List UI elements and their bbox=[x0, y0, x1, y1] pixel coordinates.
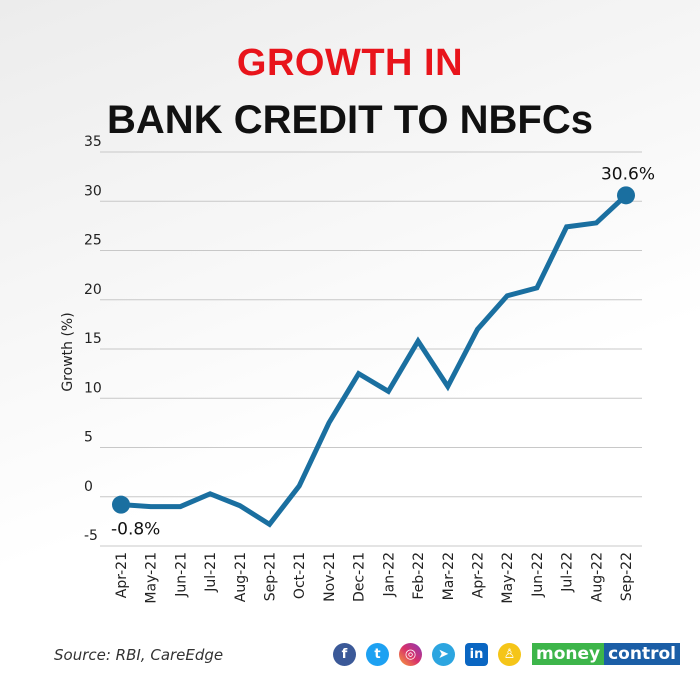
moneycontrol-logo: money control bbox=[532, 643, 680, 665]
x-tick-label: Feb-22 bbox=[411, 552, 427, 600]
logo-part-money: money bbox=[532, 643, 605, 665]
facebook-icon[interactable]: f bbox=[333, 643, 356, 666]
x-tick-label: Apr-21 bbox=[114, 552, 130, 598]
x-tick-label: Aug-22 bbox=[589, 552, 605, 602]
data-label: -0.8% bbox=[111, 520, 160, 540]
twitter-icon[interactable]: t bbox=[366, 643, 389, 666]
y-tick-label: 0 bbox=[84, 479, 93, 495]
y-axis-label: Growth (%) bbox=[60, 312, 76, 391]
x-tick-label: Jul-21 bbox=[203, 552, 219, 593]
source-note: Source: RBI, CareEdge bbox=[54, 646, 224, 664]
x-tick-label: Jan-22 bbox=[381, 552, 397, 597]
x-tick-label: Oct-21 bbox=[292, 552, 308, 599]
x-tick-label: Apr-22 bbox=[470, 552, 486, 598]
x-tick-label: May-22 bbox=[500, 552, 516, 604]
x-tick-label: Sep-22 bbox=[619, 552, 635, 601]
title-line-1: GROWTH IN bbox=[236, 42, 464, 84]
series-line bbox=[120, 193, 628, 528]
y-tick-label: -5 bbox=[84, 528, 98, 544]
data-point-marker bbox=[617, 186, 635, 205]
y-tick-label: 5 bbox=[84, 430, 93, 446]
data-label: 30.6% bbox=[601, 164, 655, 184]
social-icons: f t ◎ ➤ in ♙ bbox=[333, 643, 521, 666]
x-tick-label: Jun-21 bbox=[173, 552, 189, 598]
x-tick-label: Sep-21 bbox=[263, 552, 279, 601]
linkedin-icon[interactable]: in bbox=[465, 643, 488, 666]
y-tick-label: 25 bbox=[84, 233, 102, 249]
x-tick-label: Mar-22 bbox=[441, 552, 457, 600]
title-line-2: BANK CREDIT TO NBFCs bbox=[107, 98, 593, 142]
data-point-marker bbox=[112, 495, 130, 514]
x-tick-label: Jul-22 bbox=[560, 552, 576, 593]
y-tick-label: 30 bbox=[84, 183, 102, 199]
logo-part-control: control bbox=[604, 643, 680, 665]
x-tick-label: Aug-21 bbox=[233, 552, 249, 602]
x-tick-label: Jun-22 bbox=[530, 552, 546, 598]
koo-icon[interactable]: ♙ bbox=[498, 643, 521, 666]
y-tick-label: 35 bbox=[84, 134, 102, 150]
x-tick-label: Nov-21 bbox=[322, 552, 338, 602]
instagram-icon[interactable]: ◎ bbox=[399, 643, 422, 666]
x-tick-label: May-21 bbox=[144, 552, 160, 604]
telegram-icon[interactable]: ➤ bbox=[432, 643, 455, 666]
x-tick-label: Dec-21 bbox=[352, 552, 368, 602]
y-tick-label: 10 bbox=[84, 380, 102, 396]
y-tick-label: 15 bbox=[84, 331, 102, 347]
y-tick-label: 20 bbox=[84, 282, 102, 298]
